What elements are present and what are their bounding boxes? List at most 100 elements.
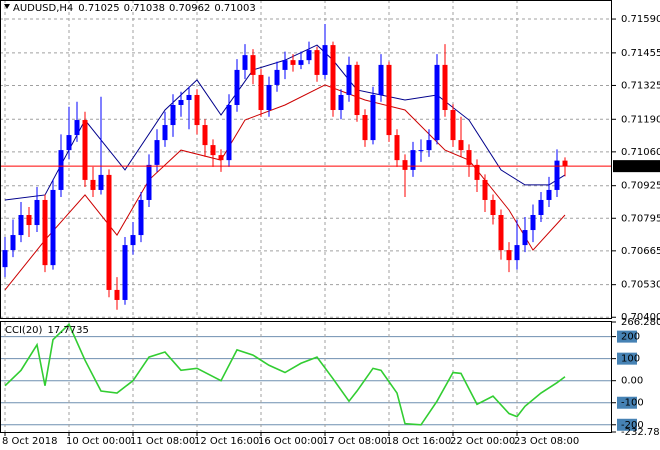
candle-body (434, 64, 440, 141)
price-frame (0, 0, 612, 319)
candle-body (146, 164, 152, 200)
level-box (617, 418, 637, 431)
candle-body (34, 199, 40, 226)
candle-body (130, 235, 136, 246)
x-tick-label: 11 Oct 08:00 (130, 436, 195, 447)
candle-body (538, 199, 544, 216)
price-header: AUDUSD,H4 0.71025 0.71038 0.70962 0.71003 (13, 3, 256, 14)
cci-line (4, 322, 566, 426)
x-tick-label: 8 Oct 2018 (2, 436, 57, 447)
open: 0.71025 (78, 3, 119, 14)
x-tick-label: 12 Oct 16:00 (194, 436, 259, 447)
y-tick-label: 0.71190 (621, 114, 660, 125)
candle-body (314, 50, 320, 75)
price-pane (0, 0, 612, 318)
candle-body (122, 245, 128, 300)
candle-body (354, 64, 360, 116)
candle-body (186, 94, 192, 100)
candle-body (506, 250, 512, 261)
candle-body (474, 164, 480, 180)
candle-body (66, 135, 72, 151)
last-price-tag (613, 160, 660, 173)
y-tick-label: 0.70400 (621, 312, 660, 323)
y-tick-label: 0.70530 (621, 280, 660, 291)
cci-frame (0, 321, 612, 433)
y-tick-label: 0.70795 (621, 213, 660, 224)
candle-body (306, 50, 312, 61)
candle-body (106, 174, 112, 290)
candle-body (322, 45, 328, 75)
level-box (617, 352, 637, 365)
cci-header: CCI(20) 17.7735 (5, 325, 89, 336)
close: 0.71003 (214, 3, 255, 14)
candle-body (394, 135, 400, 161)
candle-body (170, 104, 176, 126)
candle-body (290, 60, 296, 65)
candle-body (274, 69, 280, 85)
candle-body (178, 99, 184, 105)
candle-body (162, 125, 168, 141)
candle-body (210, 145, 216, 156)
candle-body (242, 55, 248, 70)
level-box (617, 330, 637, 343)
candle-body (410, 150, 416, 170)
y-tick-label: 0.71060 (621, 147, 660, 158)
candle-body (74, 120, 80, 136)
y-tick-label: 200 (621, 332, 640, 343)
candle-body (82, 120, 88, 180)
header-icon (4, 4, 10, 9)
y-tick-label: 0.71455 (621, 48, 660, 59)
candle-body (554, 160, 560, 190)
y-tick-label: 266.2805 (621, 317, 660, 328)
candle-body (258, 74, 264, 111)
y-tick-label: -100 (621, 398, 644, 409)
symbol: AUDUSD,H4 (13, 3, 73, 14)
y-tick-label: 0.71590 (621, 14, 660, 25)
candle-body (514, 245, 520, 261)
x-tick-label: 22 Oct 00:00 (450, 436, 515, 447)
candle-body (282, 60, 288, 70)
candle-body (402, 160, 408, 170)
candle-body (522, 230, 528, 246)
candle-body (338, 94, 344, 111)
candle-body (418, 150, 424, 152)
candle-body (154, 140, 160, 165)
candle-body (18, 215, 24, 236)
candle-body (442, 64, 448, 111)
candle-body (466, 150, 472, 165)
y-tick-label: 100 (621, 354, 640, 365)
candle-body (90, 179, 96, 190)
candle-body (234, 69, 240, 105)
x-tick-label: 10 Oct 00:00 (66, 436, 131, 447)
candle-body (450, 110, 456, 141)
candle-body (42, 199, 48, 266)
candle-body (490, 199, 496, 216)
axes: 0.71590 0.71455 0.71325 0.71190 0.71060 0.709… (2, 14, 660, 447)
level-box (617, 396, 637, 409)
candle-body (498, 215, 504, 251)
x-tick-label: 17 Oct 08:00 (322, 436, 387, 447)
candle-body (98, 174, 104, 190)
candle-body (362, 115, 368, 141)
x-tick-label: 18 Oct 16:00 (386, 436, 451, 447)
candle-body (370, 94, 376, 141)
candle-body (226, 104, 232, 161)
candle-body (426, 140, 432, 151)
candle-body (218, 155, 224, 161)
candle-body (330, 45, 336, 111)
cci-value: 17.7735 (47, 325, 88, 336)
x-tick-label: 23 Oct 08:00 (514, 436, 579, 447)
candle-body (546, 189, 552, 200)
indicator-line (4, 84, 566, 291)
candle-body (378, 64, 384, 95)
y-tick-label: 0.70665 (621, 246, 660, 257)
candle-body (482, 179, 488, 200)
candle-body (386, 64, 392, 136)
candle-body (202, 125, 208, 146)
candle-body (458, 140, 464, 151)
candle-body (114, 289, 120, 300)
candle-body (298, 60, 304, 65)
candle-body (10, 235, 16, 251)
